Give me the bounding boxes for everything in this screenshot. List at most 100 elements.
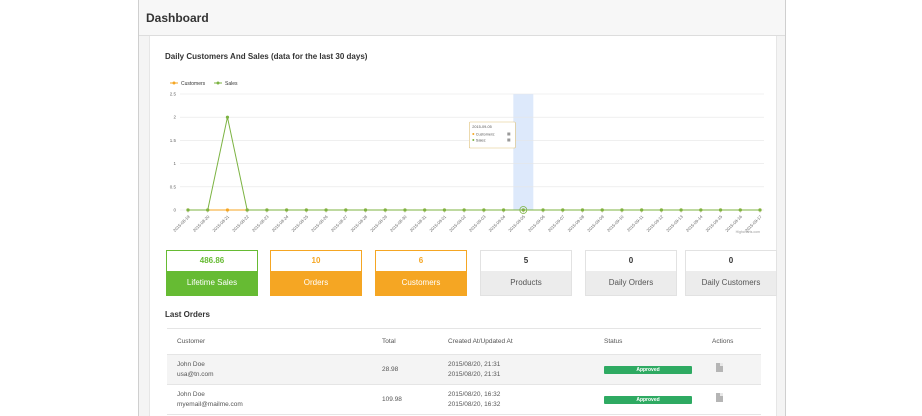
data-point — [186, 208, 190, 212]
stat-value: 486.86 — [199, 256, 225, 265]
customer-cell: John Doe myemail@mailme.com — [167, 384, 372, 415]
stat-daily-customers[interactable]: 0 Daily Customers — [685, 250, 777, 296]
x-tick-label: 2015-09-04 — [488, 214, 507, 233]
x-tick-label: 2015-08-19 — [172, 214, 191, 233]
document-icon[interactable] — [716, 393, 723, 402]
tooltip-series: Sales: — [476, 138, 487, 142]
data-point — [206, 208, 210, 212]
data-point — [344, 208, 348, 212]
last-orders-title: Last Orders — [165, 310, 210, 319]
chart-legend: Customers Sales — [170, 81, 238, 87]
updated-at: 2015/08/20, 16:32 — [448, 400, 501, 408]
y-tick-label: 1 — [173, 161, 176, 166]
x-tick-label: 2015-08-22 — [231, 214, 250, 233]
legend-label: Customers — [181, 81, 206, 87]
y-tick-label: 2 — [173, 115, 176, 120]
x-tick-label: 2015-09-02 — [448, 214, 467, 233]
page-header: Dashboard — [139, 0, 785, 36]
col-actions: Actions — [702, 328, 761, 355]
col-total: Total — [372, 328, 438, 355]
legend-marker — [216, 81, 220, 85]
x-tick-label: 2015-09-11 — [626, 214, 645, 233]
x-tick-label: 2015-08-31 — [409, 214, 428, 233]
tooltip-value — [507, 132, 511, 136]
legend-marker — [172, 81, 176, 85]
daily-chart: Customers Sales 00.511.522.5 2015-08-19 20… — [170, 81, 764, 234]
stat-value: 5 — [523, 256, 529, 265]
hover-marker — [519, 206, 528, 214]
chart-grid — [180, 93, 764, 211]
created-at: 2015/08/20, 16:32 — [448, 390, 501, 398]
data-point — [699, 208, 703, 212]
data-point — [403, 208, 407, 212]
tooltip-date: 2015-09-05 — [472, 125, 491, 129]
data-point — [541, 208, 545, 212]
data-point — [600, 208, 604, 212]
x-tick-label: 2015-09-15 — [705, 214, 724, 233]
data-point — [482, 208, 486, 212]
legend-label: Sales — [225, 81, 238, 87]
x-tick-label: 2015-08-28 — [350, 214, 369, 233]
document-icon[interactable] — [716, 363, 723, 372]
chart-x-axis: 2015-08-19 2015-08-20 2015-08-21 2015-08-22… — [172, 210, 763, 233]
total-cell: 28.98 — [372, 354, 438, 385]
x-tick-label: 2015-09-01 — [428, 214, 447, 233]
stat-orders[interactable]: 10 Orders — [270, 250, 362, 296]
data-point — [225, 115, 230, 119]
data-point — [758, 208, 762, 212]
x-tick-label: 2015-09-07 — [547, 214, 566, 233]
customer-cell: John Doe usa@tn.com — [167, 354, 372, 385]
customer-name: John Doe — [177, 390, 205, 398]
col-status: Status — [594, 328, 702, 355]
y-tick-label: 2.5 — [170, 92, 177, 97]
stat-label: Orders — [271, 271, 361, 295]
x-tick-label: 2015-09-13 — [665, 214, 684, 233]
table-row: John Doe myemail@mailme.com 109.98 2015/… — [167, 384, 761, 415]
data-point — [718, 208, 723, 212]
data-point — [462, 208, 466, 212]
data-point — [285, 208, 289, 212]
data-point — [324, 208, 328, 212]
date-cell: 2015/08/20, 16:32 2015/08/20, 16:32 — [438, 384, 594, 415]
tooltip-value — [507, 138, 511, 142]
series-line — [188, 117, 760, 211]
x-tick-label: 2015-08-20 — [192, 214, 211, 233]
data-point — [442, 208, 447, 212]
x-tick-label: 2015-09-10 — [606, 214, 625, 233]
stat-label: Lifetime Sales — [167, 271, 257, 295]
stat-customers[interactable]: 6 Customers — [375, 250, 467, 296]
page-title: Dashboard — [146, 11, 209, 25]
data-point — [738, 208, 742, 212]
status-badge: Approved — [604, 395, 692, 404]
data-point — [580, 208, 585, 212]
data-point — [679, 208, 683, 212]
data-point — [501, 208, 506, 212]
x-tick-label: 2015-08-26 — [310, 214, 329, 233]
stat-value: 6 — [418, 256, 424, 265]
data-point — [304, 208, 308, 212]
stat-label: Customers — [376, 271, 466, 295]
stat-products[interactable]: 5 Products — [480, 250, 572, 296]
stat-label: Daily Customers — [686, 271, 776, 295]
x-tick-label: 2015-08-25 — [290, 214, 309, 233]
data-point — [521, 208, 525, 212]
x-tick-label: 2015-09-06 — [527, 214, 546, 233]
chart-title: Daily Customers And Sales (data for the … — [165, 52, 368, 61]
x-tick-label: 2015-08-27 — [330, 214, 349, 233]
x-tick-label: 2015-08-23 — [251, 214, 270, 233]
updated-at: 2015/08/20, 21:31 — [448, 370, 501, 378]
stat-lifetime-sales[interactable]: 486.86 Lifetime Sales — [166, 250, 258, 296]
col-created: Created At/Updated At — [438, 328, 594, 355]
x-tick-label: 2015-09-14 — [685, 214, 704, 233]
orders-table: Customer Total Created At/Updated At Sta… — [167, 328, 761, 415]
tooltip-series: Customers: — [476, 132, 495, 136]
actions-cell — [702, 354, 761, 385]
actions-cell — [702, 384, 761, 415]
dashboard-panel: Daily Customers And Sales (data for the … — [149, 36, 777, 416]
chart-tooltip: 2015-09-05 Customers: Sales: — [469, 121, 516, 149]
x-tick-label: 2015-08-21 — [211, 214, 230, 233]
data-point — [620, 208, 624, 212]
stat-daily-orders[interactable]: 0 Daily Orders — [585, 250, 677, 296]
data-point — [640, 208, 644, 212]
data-point — [423, 208, 427, 212]
